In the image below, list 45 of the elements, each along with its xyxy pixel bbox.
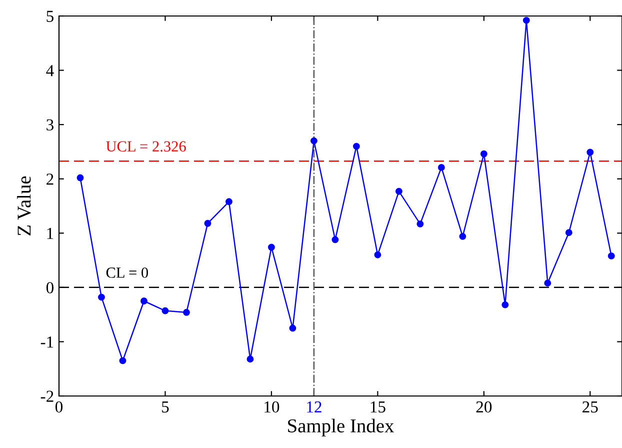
x-tick-label: 5 bbox=[162, 402, 169, 413]
point bbox=[268, 244, 275, 251]
x-tick-label: 10 bbox=[264, 401, 280, 413]
point bbox=[459, 232, 466, 240]
point bbox=[162, 307, 169, 314]
point bbox=[395, 188, 402, 195]
point bbox=[544, 280, 552, 287]
point bbox=[438, 164, 445, 171]
point bbox=[608, 252, 615, 260]
point bbox=[310, 137, 318, 144]
x-tick-label: 15 bbox=[370, 401, 386, 413]
point bbox=[586, 148, 594, 156]
point bbox=[98, 294, 105, 301]
point bbox=[204, 220, 212, 227]
ref-line-label: CL = 0 bbox=[106, 268, 148, 278]
point bbox=[246, 356, 254, 363]
x-tick-label: 20 bbox=[476, 401, 492, 413]
point bbox=[502, 301, 509, 308]
y-tick-label: 1 bbox=[47, 228, 54, 239]
x-tick-label: 0 bbox=[55, 401, 63, 413]
y-tick-label: 0 bbox=[46, 282, 54, 294]
point bbox=[76, 174, 84, 182]
x-axis-title: Sample Index bbox=[288, 418, 394, 436]
point bbox=[374, 251, 382, 258]
y-axis-title: Z Value bbox=[17, 176, 31, 236]
y-tick-label: 4 bbox=[46, 65, 54, 76]
point bbox=[140, 298, 148, 304]
point bbox=[289, 324, 296, 332]
point bbox=[522, 16, 530, 24]
x-tick-label: 12 bbox=[307, 401, 322, 412]
y-tick-label: -1 bbox=[40, 336, 54, 348]
point bbox=[480, 150, 488, 158]
y-tick-label: -2 bbox=[40, 390, 54, 402]
point bbox=[332, 236, 339, 244]
point bbox=[119, 357, 126, 364]
y-tick-label: 5 bbox=[46, 10, 54, 22]
x-tick-label: 25 bbox=[582, 401, 598, 413]
y-tick-label: 3 bbox=[46, 119, 54, 131]
y-tick-label: 2 bbox=[46, 174, 54, 185]
point bbox=[183, 308, 190, 316]
point bbox=[565, 229, 572, 236]
point bbox=[352, 142, 360, 150]
point bbox=[416, 220, 424, 228]
ref-line-label: UCL = 2.326 bbox=[106, 141, 186, 152]
point bbox=[225, 198, 232, 206]
